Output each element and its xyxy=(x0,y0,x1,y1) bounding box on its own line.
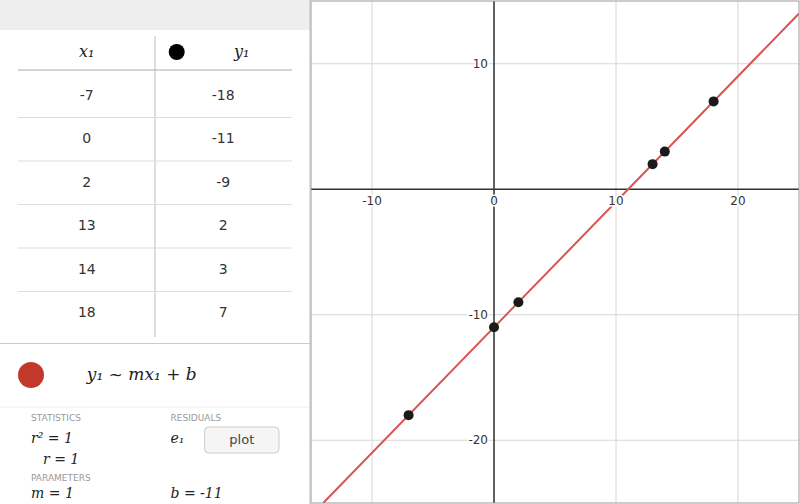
x-tick-label: -10 xyxy=(362,194,382,208)
grid-line-x xyxy=(616,1,617,503)
data-point xyxy=(660,147,670,157)
table-row-rule xyxy=(18,204,292,205)
point-style-icon xyxy=(169,44,185,60)
grid-line-y xyxy=(311,314,799,315)
data-point xyxy=(404,410,414,420)
grid-line-x xyxy=(372,1,373,503)
chart: -10 0 10 20 -20 -10 10 x₁ y₁ -7 -18 0 -11 2 -9 13 2 14 3 18… xyxy=(0,0,800,504)
plot-frame xyxy=(311,1,799,503)
table-panel xyxy=(0,30,310,343)
grid-line-y xyxy=(311,63,799,64)
table-row-rule xyxy=(18,161,292,162)
grid-line-x xyxy=(494,1,495,503)
table-header: y₁ xyxy=(233,42,249,61)
plot-button xyxy=(205,427,279,453)
grid xyxy=(311,1,799,503)
table-cell-x: -7 xyxy=(80,87,94,103)
plot-button-label: plot xyxy=(229,432,254,447)
table-cell-y: -9 xyxy=(216,174,230,190)
stats-panel xyxy=(0,343,310,504)
table-header-rule xyxy=(18,70,292,71)
data-point xyxy=(513,297,523,307)
y-tick-label: 10 xyxy=(473,57,488,71)
table-cell-y: -11 xyxy=(212,130,235,146)
table-cell-y: -18 xyxy=(212,87,235,103)
data-point xyxy=(709,96,719,106)
table-header: x₁ xyxy=(79,42,94,61)
table-cell-y: 3 xyxy=(219,261,228,277)
y-axis-line xyxy=(493,1,495,503)
section-label: PARAMETERS xyxy=(31,473,91,483)
parameter: b = -11 xyxy=(171,485,223,501)
table-row-rule xyxy=(18,291,292,292)
section-label: RESIDUALS xyxy=(171,413,222,423)
x-axis-line xyxy=(311,189,799,191)
stats-panel-border xyxy=(0,343,310,344)
table-cell-x: 2 xyxy=(82,174,91,190)
x-tick-label: 0 xyxy=(490,194,498,208)
plot-background xyxy=(310,0,800,504)
regression-formula: y₁ ~ mx₁ + b xyxy=(86,364,197,384)
parameter: m = 1 xyxy=(31,485,74,501)
table-cell-y: 2 xyxy=(219,217,228,233)
table-row-rule xyxy=(18,117,292,118)
table-cell-x: 14 xyxy=(78,261,96,277)
marks xyxy=(323,14,799,503)
section-label: STATISTICS xyxy=(31,413,81,423)
x-tick-label: 20 xyxy=(730,194,745,208)
data-point xyxy=(648,159,658,169)
data-point xyxy=(489,322,499,332)
x-tick-label: 10 xyxy=(608,194,623,208)
expression-icon xyxy=(18,362,44,388)
statistic: r² = 1 xyxy=(31,430,73,446)
table-cell-x: 0 xyxy=(82,130,91,146)
table-cell-x: 18 xyxy=(78,304,96,320)
y-tick-label: -20 xyxy=(468,433,488,447)
residual-label: e₁ xyxy=(171,430,185,446)
table-cell-y: 7 xyxy=(219,304,228,320)
table-cell-x: 13 xyxy=(78,217,96,233)
y-tick-label: -10 xyxy=(468,308,488,322)
statistic: r = 1 xyxy=(43,451,79,467)
panel-separator xyxy=(310,0,311,504)
regression-line xyxy=(323,14,799,503)
toolbar xyxy=(0,0,310,30)
stats-divider xyxy=(0,407,310,408)
table-row-rule xyxy=(18,248,292,249)
